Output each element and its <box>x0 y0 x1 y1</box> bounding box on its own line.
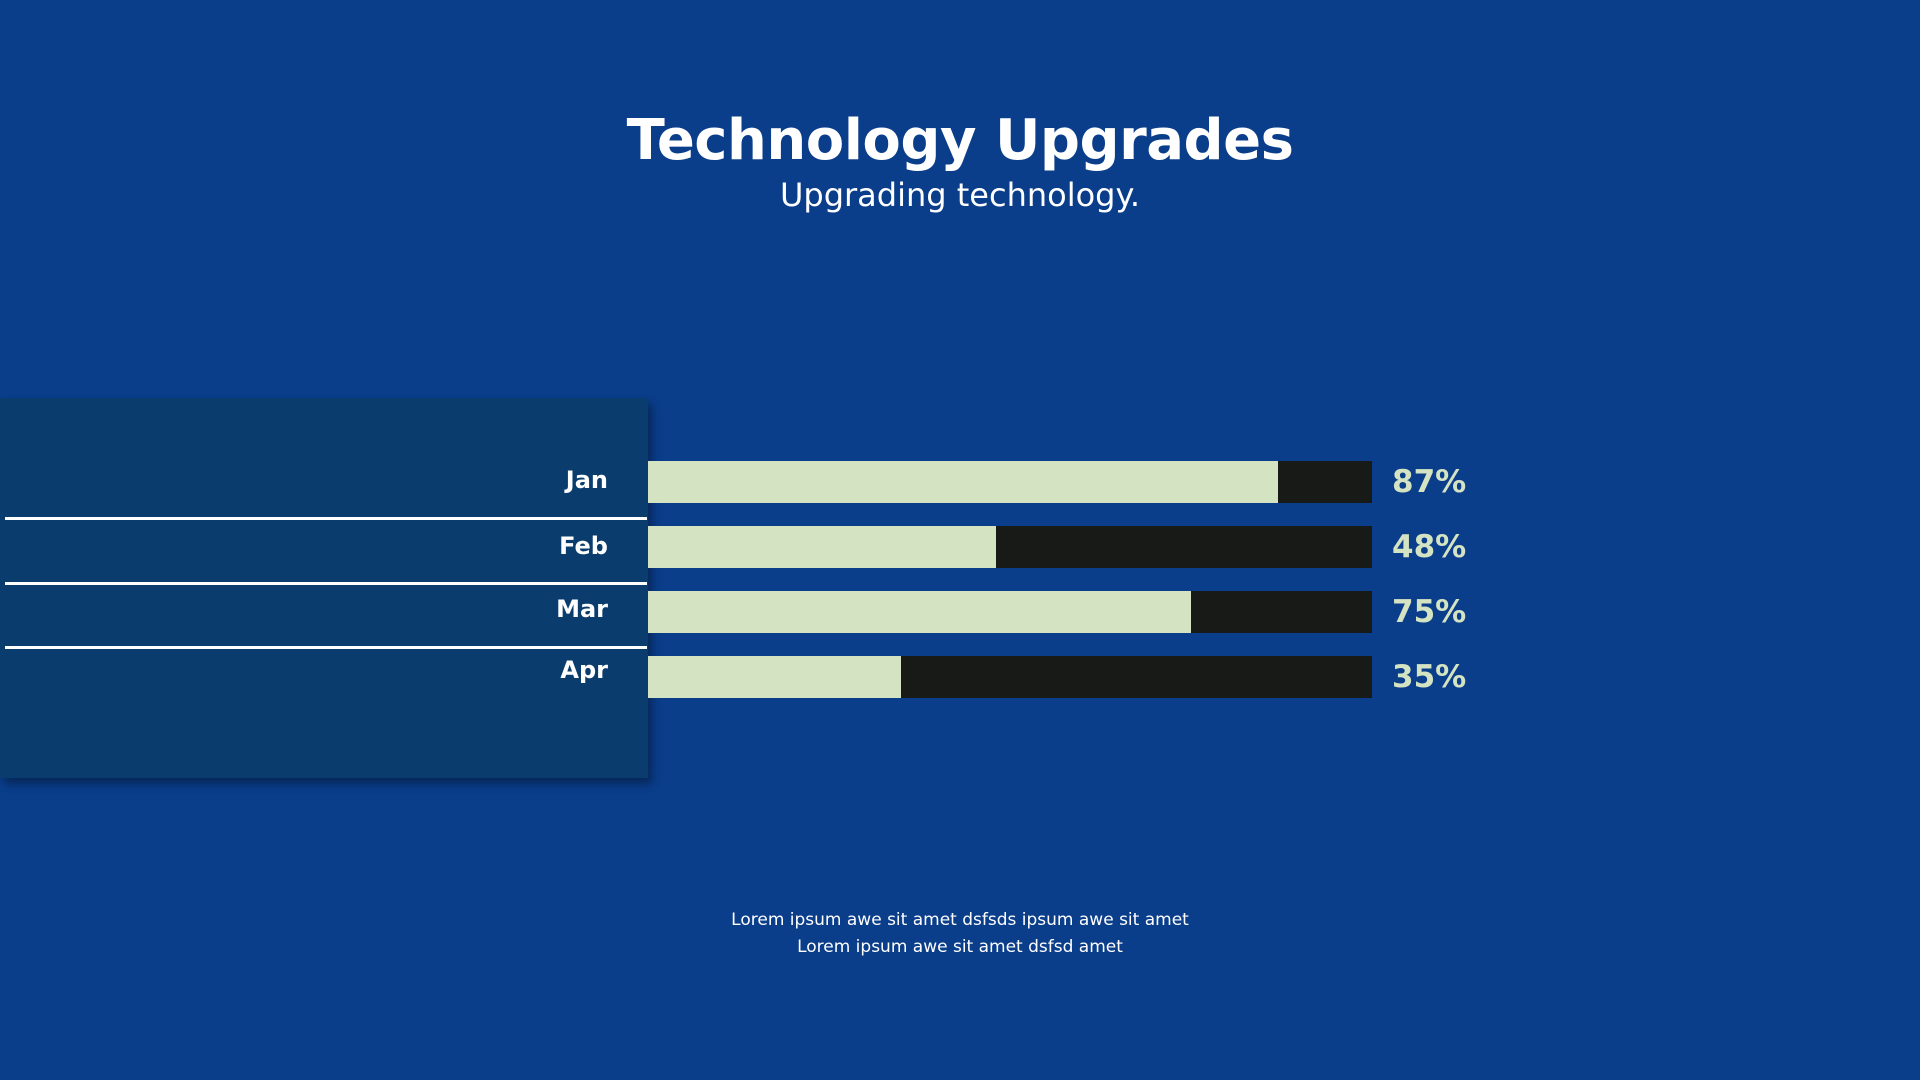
value-label-mar: 75% <box>1392 594 1467 630</box>
category-label-feb: Feb <box>559 532 608 560</box>
value-label-jan: 87% <box>1392 464 1467 500</box>
row-divider <box>5 517 647 520</box>
bar-track-apr <box>648 656 1372 698</box>
chart-title: Technology Upgrades <box>626 108 1294 173</box>
category-label-jan: Jan <box>565 466 608 494</box>
bar-track-jan <box>648 461 1372 503</box>
bar-track-feb <box>648 526 1372 568</box>
bar-apr <box>648 656 902 698</box>
footnote-line-2: Lorem ipsum awe sit amet dsfsd amet <box>797 937 1123 957</box>
bar-jan <box>648 461 1278 503</box>
category-label-apr: Apr <box>560 656 608 684</box>
chart-subtitle: Upgrading technology. <box>779 176 1141 214</box>
row-divider <box>5 646 647 649</box>
value-label-feb: 48% <box>1392 529 1467 565</box>
category-panel <box>0 398 648 778</box>
category-label-mar: Mar <box>556 595 608 623</box>
value-label-apr: 35% <box>1392 659 1467 695</box>
footnote-line-1: Lorem ipsum awe sit amet dsfsds ipsum aw… <box>731 910 1189 930</box>
bar-track-mar <box>648 591 1372 633</box>
row-divider <box>5 582 647 585</box>
bar-mar <box>648 591 1191 633</box>
bar-feb <box>648 526 996 568</box>
